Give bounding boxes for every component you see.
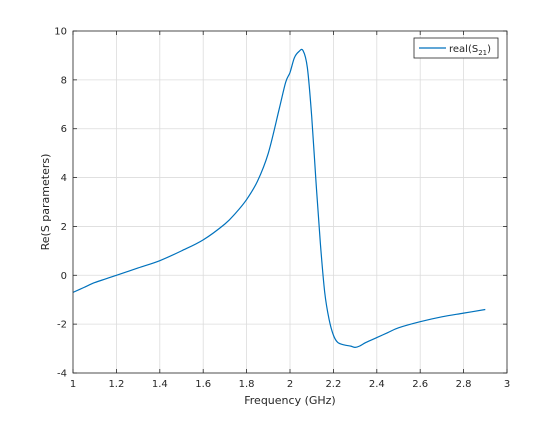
x-tick-label: 2.2: [325, 379, 341, 390]
y-tick-label: 4: [61, 173, 67, 184]
y-tick-label: 10: [54, 27, 67, 38]
legend-label: real(S21): [449, 44, 491, 57]
series-layer: [72, 48, 486, 348]
y-axis-label: Re(S parameters): [39, 154, 52, 251]
x-tick-label: 3: [504, 379, 510, 390]
x-tick-label: 2: [287, 379, 293, 390]
legend-label-close: ): [487, 44, 491, 55]
x-tick-label: 1.8: [239, 379, 255, 390]
legend-label-subscript: 21: [478, 49, 487, 57]
x-tick-label: 1: [70, 379, 76, 390]
x-tick-label: 1.4: [152, 379, 168, 390]
x-tick-label: 2.6: [412, 379, 428, 390]
legend: real(S21): [413, 37, 499, 59]
x-axis-label: Frequency (GHz): [244, 394, 335, 407]
y-tick-label: 8: [61, 75, 67, 86]
legend-box: [413, 37, 499, 59]
ticks: 1 1.2 1.4 1.6 1.8 2 2.2 2.4 2.6 2.8 3 -4 -2 0 2 4 6 8 10: [54, 27, 510, 391]
series-line-real-s21: [72, 48, 486, 348]
y-tick-label: -4: [57, 369, 67, 380]
y-tick-label: 6: [61, 124, 67, 135]
x-tick-label: 2.4: [369, 379, 385, 390]
y-tick-label: 2: [61, 222, 67, 233]
x-tick-label: 1.2: [108, 379, 124, 390]
x-tick-label: 2.8: [456, 379, 472, 390]
y-tick-label: -2: [57, 320, 67, 331]
x-tick-label: 1.6: [195, 379, 211, 390]
y-tick-label: 0: [61, 271, 67, 282]
legend-label-main: real(S: [449, 44, 478, 55]
